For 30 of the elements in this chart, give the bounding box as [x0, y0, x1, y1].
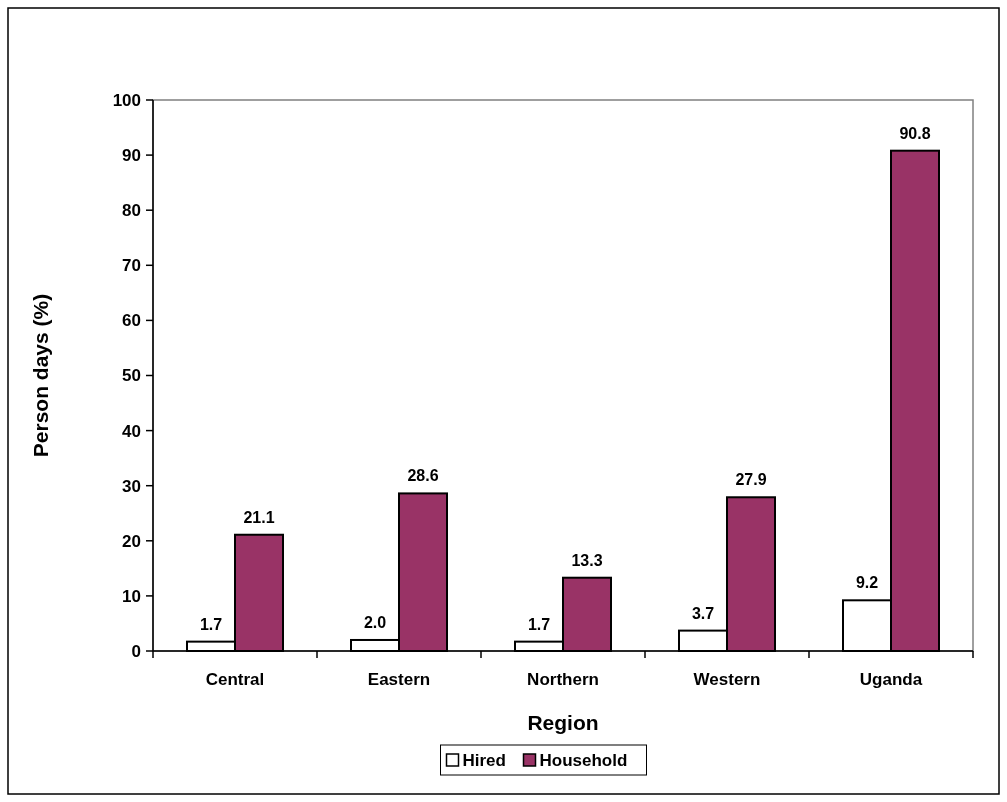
y-tick-label: 60: [122, 311, 141, 331]
data-label: 1.7: [199, 615, 223, 633]
y-tick-label: 20: [122, 531, 141, 551]
y-tick-label: 0: [131, 641, 141, 661]
x-tick-label: Western: [693, 670, 761, 689]
x-tick-label: Eastern: [367, 670, 431, 689]
data-label: 21.1: [243, 508, 275, 526]
y-tick-label: 80: [122, 201, 141, 221]
x-tick-label: Central: [205, 670, 265, 689]
y-axis-title: Person days (%): [29, 293, 52, 458]
data-label: 28.6: [407, 467, 439, 485]
x-tick-label: Uganda: [859, 670, 923, 689]
data-label: 1.7: [527, 615, 551, 633]
data-label: 27.9: [735, 471, 767, 489]
y-tick-label: 30: [122, 476, 141, 496]
y-tick-label: 90: [122, 146, 141, 166]
legend-label: Hired: [462, 751, 506, 770]
y-tick-label: 40: [122, 421, 141, 441]
data-label: 2.0: [363, 613, 387, 631]
data-label: 3.7: [691, 604, 715, 622]
y-tick-label: 70: [122, 256, 141, 276]
legend-label: Household: [539, 751, 628, 770]
x-axis-title: Region: [527, 711, 599, 734]
data-label: 9.2: [855, 574, 879, 592]
data-label: 13.3: [571, 551, 603, 569]
y-tick-label: 100: [112, 90, 141, 110]
y-tick-label: 50: [122, 366, 141, 386]
y-tick-label: 10: [122, 586, 141, 606]
data-label: 90.8: [899, 124, 931, 142]
x-tick-label: Northern: [527, 670, 599, 689]
